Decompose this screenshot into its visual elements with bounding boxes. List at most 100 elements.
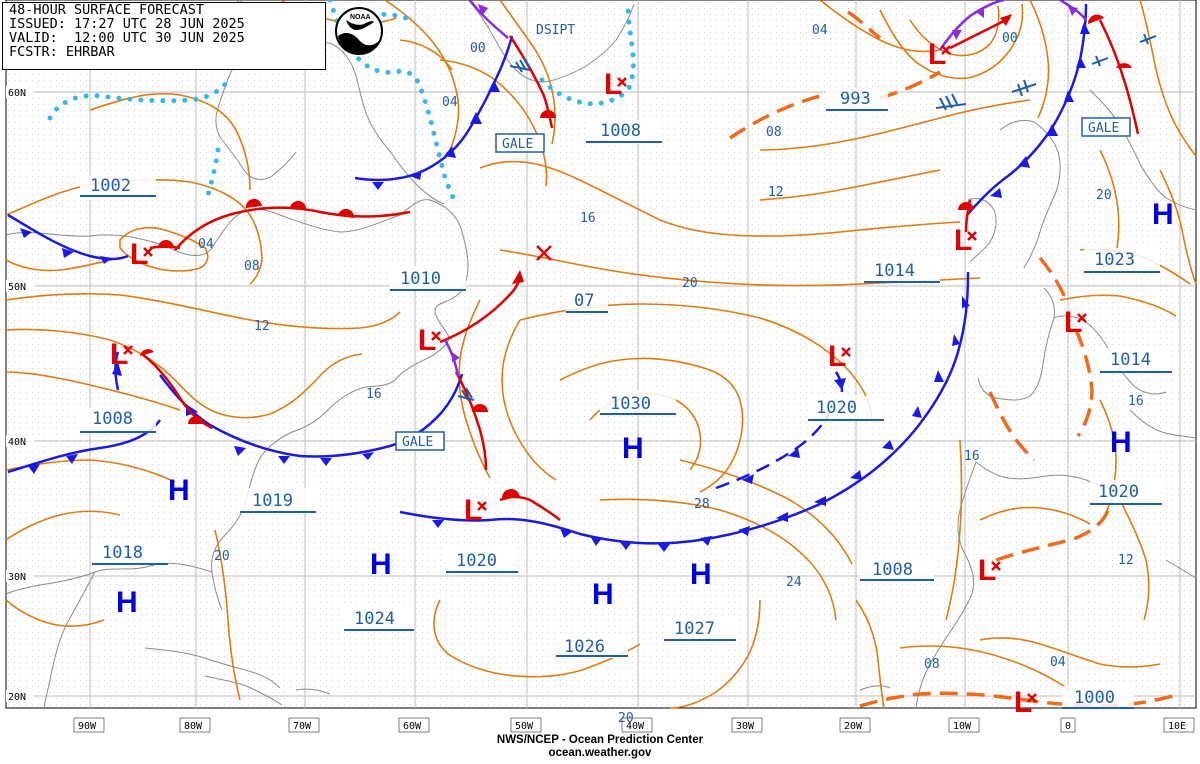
lon-label: 90W bbox=[78, 721, 97, 732]
isobar-label: 00 bbox=[1002, 31, 1018, 46]
isobar-label: 28 bbox=[694, 497, 710, 512]
pressure-label: 1020 bbox=[456, 551, 497, 571]
valid-time: VALID: 12:00 UTC 30 JUN 2025 bbox=[9, 30, 245, 46]
low-center: L bbox=[418, 324, 436, 357]
low-centers: L L L L L L L L L L L bbox=[110, 38, 1082, 719]
pressure-label: 1014 bbox=[1110, 350, 1151, 370]
pressure-label: 1027 bbox=[674, 619, 715, 639]
high-center: H bbox=[168, 474, 190, 507]
logo-text: NOAA bbox=[350, 14, 371, 21]
isobar-label: 16 bbox=[580, 211, 596, 226]
high-center: H bbox=[1152, 198, 1174, 231]
isobar-label: 12 bbox=[768, 185, 784, 200]
pressure-label: 993 bbox=[840, 89, 871, 109]
lon-label: 70W bbox=[293, 721, 312, 732]
pressure-label: 1020 bbox=[816, 398, 857, 418]
isobar-labels: 00 04 04 08 12 16 20 04 00 08 12 16 20 2… bbox=[198, 23, 1144, 726]
pressure-label: 1026 bbox=[564, 637, 605, 657]
pressure-label: 1008 bbox=[92, 409, 133, 429]
lon-label: 60W bbox=[403, 721, 422, 732]
lat-label-20n: 20N bbox=[8, 692, 26, 703]
pressure-label: 1008 bbox=[872, 560, 913, 580]
high-center: H bbox=[1110, 426, 1132, 459]
pressure-label: 1020 bbox=[1098, 482, 1139, 502]
lon-label: 10E bbox=[1168, 721, 1186, 732]
high-center: H bbox=[690, 558, 712, 591]
lon-label: 40W bbox=[626, 721, 645, 732]
low-center-marks bbox=[123, 45, 1087, 703]
isobar-label: 04 bbox=[442, 95, 458, 110]
isobar-label: 20 bbox=[214, 549, 230, 564]
lon-label: 80W bbox=[184, 721, 203, 732]
high-center: H bbox=[622, 432, 644, 465]
map-area bbox=[5, 0, 1197, 709]
pressure-label: 1002 bbox=[90, 176, 131, 196]
pressure-label: 1023 bbox=[1094, 250, 1135, 270]
low-center: L bbox=[110, 338, 128, 371]
pressure-label: 1008 bbox=[600, 121, 641, 141]
issued-time: ISSUED: 17:27 UTC 28 JUN 2025 bbox=[9, 16, 245, 32]
lat-label-40n: 40N bbox=[8, 437, 26, 448]
credit-line-2: ocean.weather.gov bbox=[548, 747, 652, 759]
forecast-title: 48-HOUR SURFACE FORECAST bbox=[9, 2, 205, 18]
gale-label: GALE bbox=[502, 137, 533, 152]
isobar-label: 20 bbox=[682, 276, 698, 291]
low-center: L bbox=[464, 494, 482, 527]
isobar-label: 12 bbox=[254, 319, 270, 334]
high-center: H bbox=[116, 586, 138, 619]
gale-label: GALE bbox=[402, 435, 433, 450]
low-center: L bbox=[828, 340, 846, 373]
isobar-label: 08 bbox=[766, 125, 782, 140]
low-center: L bbox=[130, 238, 148, 271]
forecast-header: 48-HOUR SURFACE FORECAST ISSUED: 17:27 U… bbox=[2, 2, 326, 70]
pressure-label: 1014 bbox=[874, 261, 915, 281]
noaa-logo: NOAA bbox=[335, 7, 383, 55]
gale-warnings: GALE GALE GALE DSIPT bbox=[395, 23, 1131, 451]
low-center: L bbox=[928, 38, 946, 71]
pressure-label: 1010 bbox=[400, 269, 441, 289]
isobar-label: 00 bbox=[470, 41, 486, 56]
occluded-marks bbox=[452, 4, 1078, 362]
lon-label: 20W bbox=[844, 721, 863, 732]
lon-label: 50W bbox=[515, 721, 534, 732]
isobar-label: 04 bbox=[198, 237, 214, 252]
gale-label: GALE bbox=[1088, 121, 1119, 136]
dsipt-label: DSIPT bbox=[536, 23, 575, 38]
isobar-label: 20 bbox=[1096, 188, 1112, 203]
lat-label-60n: 60N bbox=[8, 88, 26, 99]
ice-edges bbox=[47, 0, 636, 207]
isobar-label: 04 bbox=[1050, 655, 1066, 670]
isobar-label: 24 bbox=[786, 575, 802, 590]
lon-label: 0 bbox=[1065, 721, 1071, 732]
pressure-label: 1018 bbox=[102, 543, 143, 563]
isobar-label: 04 bbox=[812, 23, 828, 38]
credit-line-1: NWS/NCEP - Ocean Prediction Center bbox=[496, 734, 704, 746]
warm-fronts bbox=[140, 14, 1140, 521]
lon-label: 30W bbox=[736, 721, 755, 732]
isobar-label: 16 bbox=[964, 449, 980, 464]
high-center: H bbox=[592, 578, 614, 611]
isobar-label: 12 bbox=[1118, 553, 1134, 568]
pressure-label: 07 bbox=[574, 291, 594, 311]
lat-label-50n: 50N bbox=[8, 282, 26, 293]
isobar-label: 16 bbox=[1128, 394, 1144, 409]
pressure-label: 1024 bbox=[354, 609, 395, 629]
low-center: L bbox=[954, 224, 972, 257]
lat-label-30n: 30N bbox=[8, 572, 26, 583]
isobar-label: 16 bbox=[366, 387, 382, 402]
lat-labels: 60N 50N 40N 30N 20N bbox=[6, 86, 34, 703]
forecaster: FCSTR: EHRBAR bbox=[9, 44, 115, 60]
low-center: L bbox=[1014, 686, 1032, 719]
high-center: H bbox=[370, 548, 392, 581]
high-centers: H H H H H H H H bbox=[116, 198, 1174, 619]
low-center: L bbox=[978, 554, 996, 587]
grid-lines bbox=[6, 0, 1196, 708]
low-center: L bbox=[1064, 306, 1082, 339]
wind-barbs bbox=[457, 33, 1157, 401]
cold-fronts bbox=[7, 3, 1090, 552]
pressure-label: 1030 bbox=[610, 394, 651, 414]
isobar-label: 08 bbox=[244, 259, 260, 274]
isobar-label: 08 bbox=[924, 657, 940, 672]
lon-labels: 90W 80W 70W 60W 50W 40W 30W 20W 10W 0 10… bbox=[73, 717, 1195, 733]
